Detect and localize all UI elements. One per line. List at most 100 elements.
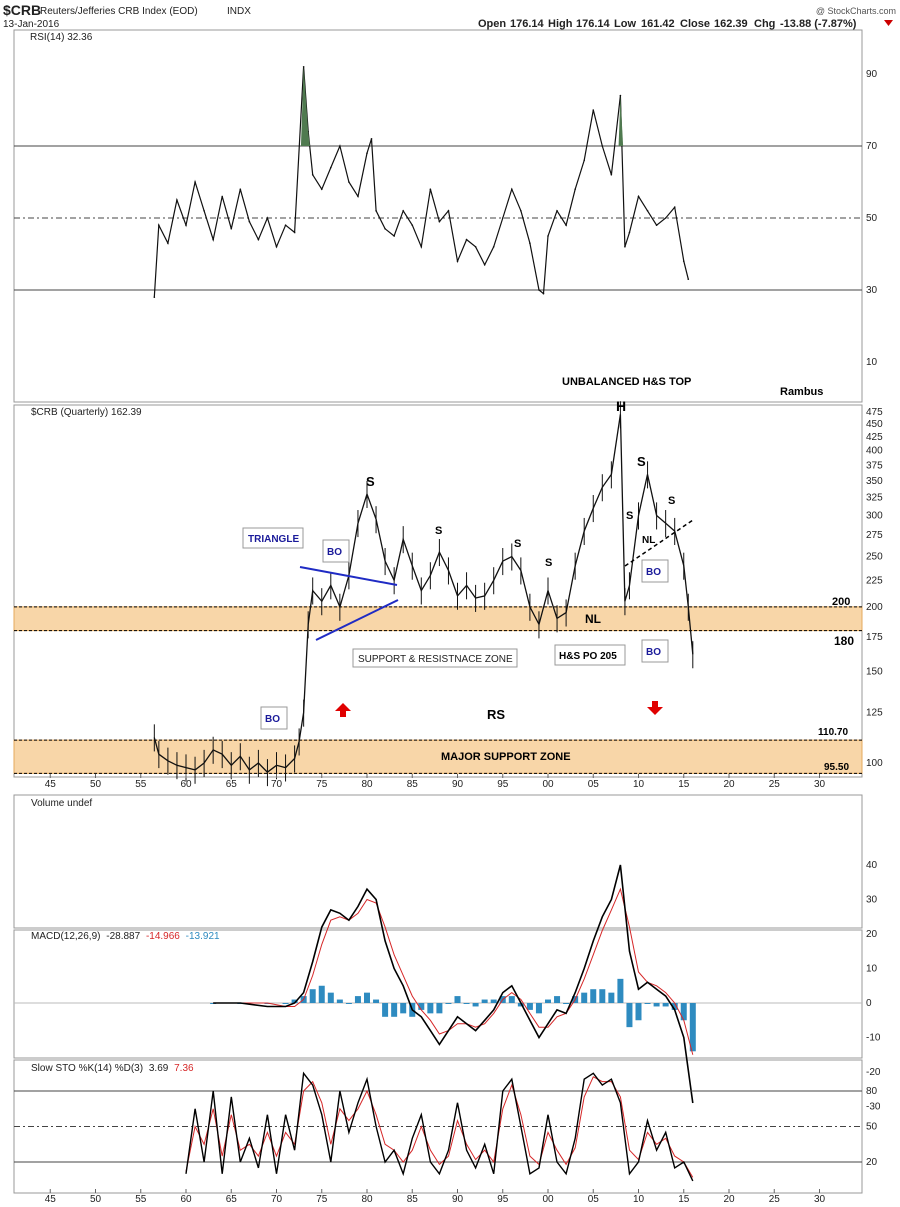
rsi-overbought-fill-1	[300, 66, 310, 146]
price-y-tick-13: 150	[866, 667, 883, 678]
bo-label-3: BO	[646, 567, 661, 578]
rsi-point-12	[257, 238, 260, 241]
sto-y-tick-0: 80	[866, 1086, 878, 1097]
macd-hist-bar-37	[590, 989, 597, 1003]
sto-k-value: 3.69	[149, 1063, 169, 1074]
sto-y-tick-2: 20	[866, 1157, 878, 1168]
macd-hist-bar-36	[581, 992, 588, 1003]
sto-title-text: Slow STO %K(14) %D(3)	[31, 1063, 143, 1074]
open-value: 176.14	[510, 18, 545, 30]
x-tick-label-sto-16: 25	[769, 1194, 781, 1205]
price-y-tick-6: 325	[866, 492, 883, 503]
macd-y-tick-6: -20	[866, 1067, 881, 1078]
x-tick-label-sto-6: 75	[316, 1194, 328, 1205]
macd-title-text: MACD(12,26,9)	[31, 931, 100, 942]
x-tick-label-sto-5: 70	[271, 1194, 283, 1205]
rsi-point-31	[411, 224, 414, 226]
x-tick-label-price-3: 60	[180, 779, 192, 790]
rsi-point-30	[402, 210, 405, 212]
rsi-point-32	[420, 246, 423, 248]
rsi-overbought-fill-2	[618, 95, 624, 146]
price-y-tick-2: 425	[866, 432, 883, 443]
rsi-point-10	[239, 188, 242, 190]
bo-label-1: BO	[327, 547, 342, 558]
rsi-point-13	[266, 217, 269, 219]
macd-hist-bar-13	[373, 999, 380, 1003]
s-label-7: S	[668, 495, 675, 507]
down-arrow-icon	[647, 701, 663, 715]
support-zone-callout	[352, 648, 518, 668]
bo-label-4: BO	[646, 647, 661, 658]
macd-panel	[13, 929, 863, 1059]
macd-signal-value: -14.966	[146, 931, 180, 942]
open-label: Open	[478, 18, 506, 30]
rsi-line	[153, 66, 689, 298]
s-label-2: S	[435, 525, 442, 537]
rsi-y-tick-1: 70	[866, 141, 878, 152]
support-resistance-zone	[13, 606, 863, 632]
x-tick-label-price-6: 75	[316, 779, 328, 790]
rsi-point-46	[542, 292, 545, 295]
price-y-tick-4: 375	[866, 460, 883, 471]
macd-hist-bar-7	[318, 985, 325, 1003]
macd-hist-bar-44	[653, 1003, 660, 1007]
macd-hist-bar-6	[309, 989, 316, 1003]
price-y-tick-0: 475	[866, 407, 883, 418]
sto-y-tick-1: 50	[866, 1122, 878, 1133]
level-180-label: 180	[834, 634, 854, 648]
rsi-point-39	[483, 264, 486, 266]
macd-hist-bar-48	[689, 1003, 696, 1052]
rsi-point-23	[348, 181, 350, 183]
rsi-point-60	[655, 224, 658, 226]
rsi-point-47	[547, 235, 549, 237]
rsi-point-57	[628, 231, 631, 234]
macd-hist-bar-47	[680, 1003, 687, 1021]
macd-hist-bar-46	[671, 1003, 678, 1010]
rsi-point-26	[370, 138, 373, 140]
rsi-point-53	[601, 145, 604, 147]
rsi-point-17	[302, 66, 305, 68]
s-label-5: S	[637, 454, 646, 469]
chart-date: 13-Jan-2016	[3, 19, 60, 30]
macd-hist-bar-18	[418, 1003, 425, 1010]
bo-label-2: BO	[265, 714, 280, 725]
macd-hist-bar-25	[481, 999, 488, 1003]
x-tick-label-sto-11: 00	[542, 1194, 554, 1205]
rsi-point-37	[465, 238, 468, 241]
down-triangle-icon	[884, 20, 893, 26]
macd-hist-bar-30	[526, 1003, 533, 1010]
rsi-point-7	[212, 238, 214, 241]
x-tick-label-sto-12: 05	[588, 1194, 600, 1205]
macd-hist-bar-16	[400, 1003, 407, 1014]
rsi-point-28	[384, 228, 386, 230]
x-tick-label-price-10: 95	[497, 779, 509, 790]
price-y-tick-1: 450	[866, 419, 883, 430]
sto-title: Slow STO %K(14) %D(3) 3.69 7.36	[31, 1063, 194, 1074]
rsi-point-59	[646, 210, 649, 212]
macd-y-tick-5: -10	[866, 1033, 881, 1044]
x-tick-label-sto-14: 15	[678, 1194, 690, 1205]
rsi-point-25	[366, 152, 368, 154]
rsi-point-22	[339, 145, 341, 147]
macd-hist-bar-19	[427, 1003, 434, 1014]
rsi-point-19	[311, 174, 314, 176]
rsi-point-4	[185, 224, 187, 226]
rsi-point-14	[275, 246, 278, 248]
x-tick-label-sto-0: 45	[45, 1194, 57, 1205]
rsi-point-11	[248, 220, 251, 223]
x-tick-label-price-9: 90	[452, 779, 464, 790]
x-tick-label-price-7: 80	[361, 779, 373, 790]
macd-hist-bar-23	[463, 1003, 470, 1004]
pattern-title: UNBALANCED H&S TOP	[562, 376, 691, 388]
x-tick-label-sto-13: 10	[633, 1194, 645, 1205]
rsi-point-52	[592, 109, 595, 111]
hs-po-label: H&S PO 205	[559, 651, 617, 662]
level-110-label: 110.70	[818, 727, 848, 738]
rsi-point-33	[429, 188, 432, 190]
macd-y-tick-0: 40	[866, 860, 878, 871]
s-label-3: S	[514, 538, 521, 550]
macd-hist-bar-32	[545, 999, 551, 1003]
x-tick-label-price-4: 65	[226, 779, 238, 790]
major-support-zone	[13, 739, 863, 774]
macd-hist-bar-10	[345, 1003, 352, 1004]
